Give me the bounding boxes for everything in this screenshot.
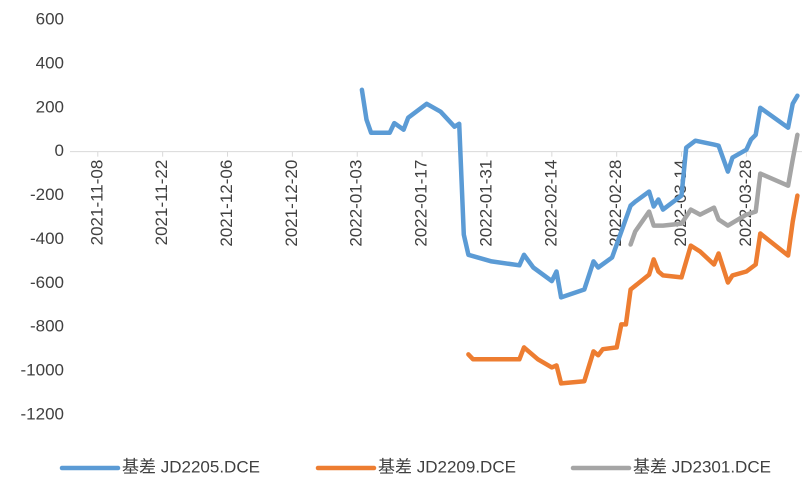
- x-tick-label: 2021-12-20: [282, 160, 301, 247]
- y-tick-label: -800: [30, 317, 64, 336]
- y-tick-label: -200: [30, 185, 64, 204]
- y-tick-label: 600: [36, 9, 64, 28]
- series-line: [359, 87, 800, 300]
- x-tick-label: 2022-01-03: [347, 160, 366, 247]
- y-tick-label: -1000: [21, 361, 64, 380]
- x-tick-label: 2022-03-28: [736, 160, 755, 247]
- x-tick-label: 2022-01-31: [476, 160, 495, 247]
- y-tick-label: -600: [30, 273, 64, 292]
- legend-label: 基差 JD2209.DCE: [378, 457, 516, 476]
- x-tick-label: 2021-11-08: [87, 160, 106, 246]
- legend-label: 基差 JD2205.DCE: [122, 457, 260, 476]
- x-tick-label: 2022-01-17: [412, 160, 431, 247]
- y-tick-label: -400: [30, 229, 64, 248]
- y-tick-label: 400: [36, 53, 64, 72]
- series-line: [466, 193, 800, 386]
- x-tick-label: 2021-11-22: [152, 160, 171, 246]
- series-line: [628, 132, 800, 247]
- y-tick-label: 0: [55, 141, 64, 160]
- x-tick-label: 2021-12-06: [217, 160, 236, 247]
- y-tick-label: 200: [36, 97, 64, 116]
- y-tick-label: -1200: [21, 404, 64, 423]
- x-tick-label: 2022-02-14: [541, 160, 560, 247]
- legend-label: 基差 JD2301.DCE: [633, 457, 771, 476]
- x-tick-label: 2022-02-28: [606, 160, 625, 247]
